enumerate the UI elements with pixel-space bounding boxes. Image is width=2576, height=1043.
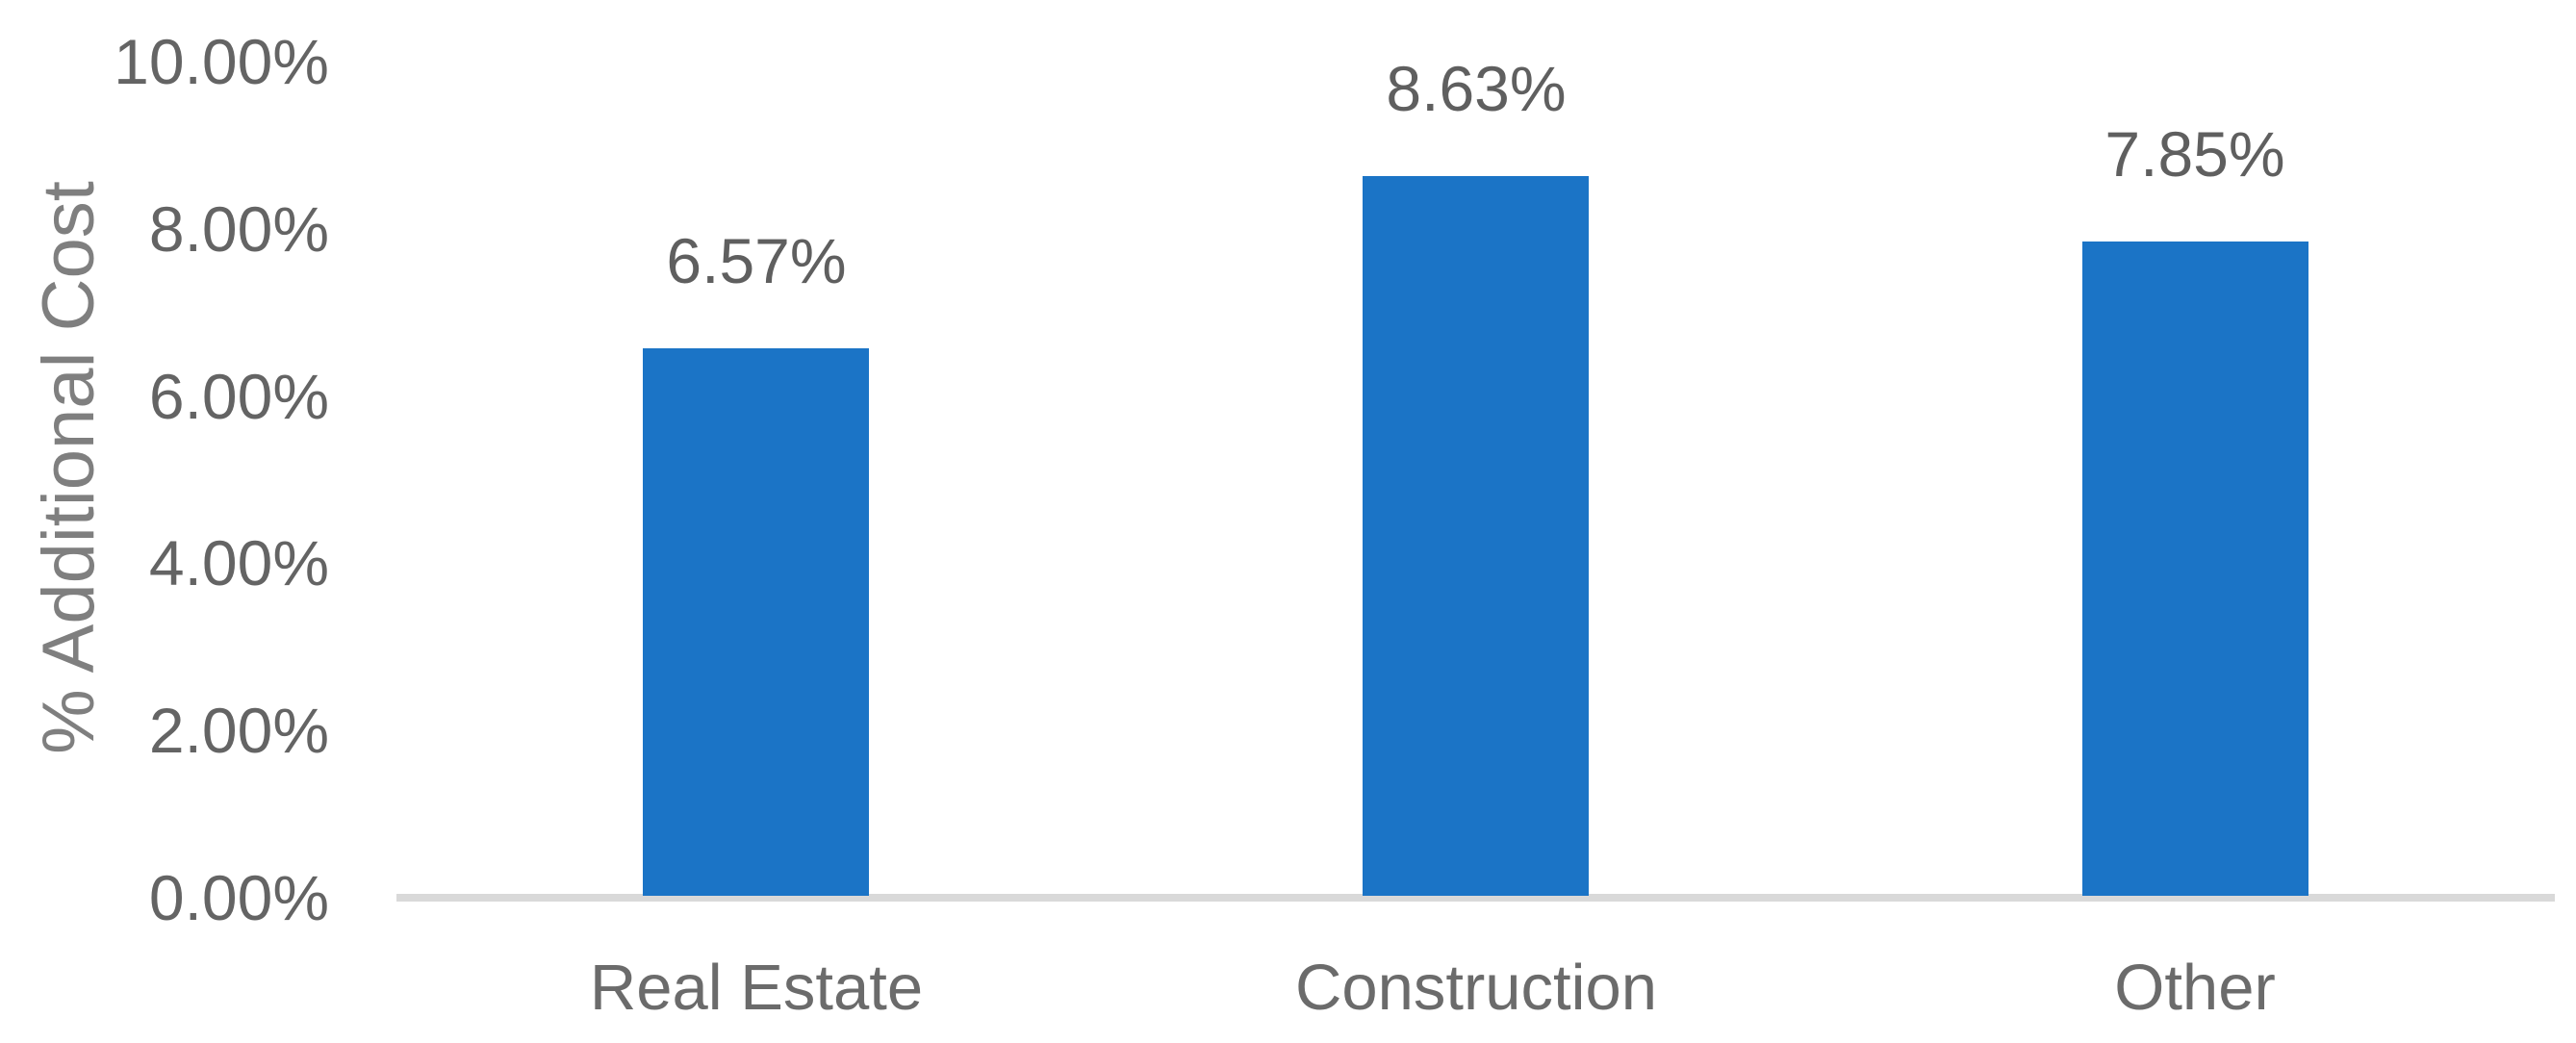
x-category-label: Other bbox=[2114, 952, 2276, 1024]
y-tick-label: 8.00% bbox=[148, 192, 329, 265]
bar-construction bbox=[1363, 176, 1589, 896]
bar-data-label: 6.57% bbox=[666, 225, 847, 296]
bar-real-estate bbox=[643, 348, 869, 896]
bar-other bbox=[2082, 242, 2308, 896]
x-category-label: Construction bbox=[1294, 952, 1658, 1024]
y-tick-label: 0.00% bbox=[148, 862, 329, 933]
y-tick-label: 2.00% bbox=[148, 695, 329, 767]
bar-data-label: 8.63% bbox=[1386, 53, 1567, 124]
x-axis-line bbox=[396, 894, 2555, 902]
bar-data-label: 7.85% bbox=[2104, 118, 2285, 190]
y-tick-label: 4.00% bbox=[148, 527, 329, 599]
x-category-label: Real Estate bbox=[589, 952, 924, 1024]
y-tick-label: 6.00% bbox=[148, 360, 329, 432]
y-tick-label: 10.00% bbox=[114, 26, 329, 97]
